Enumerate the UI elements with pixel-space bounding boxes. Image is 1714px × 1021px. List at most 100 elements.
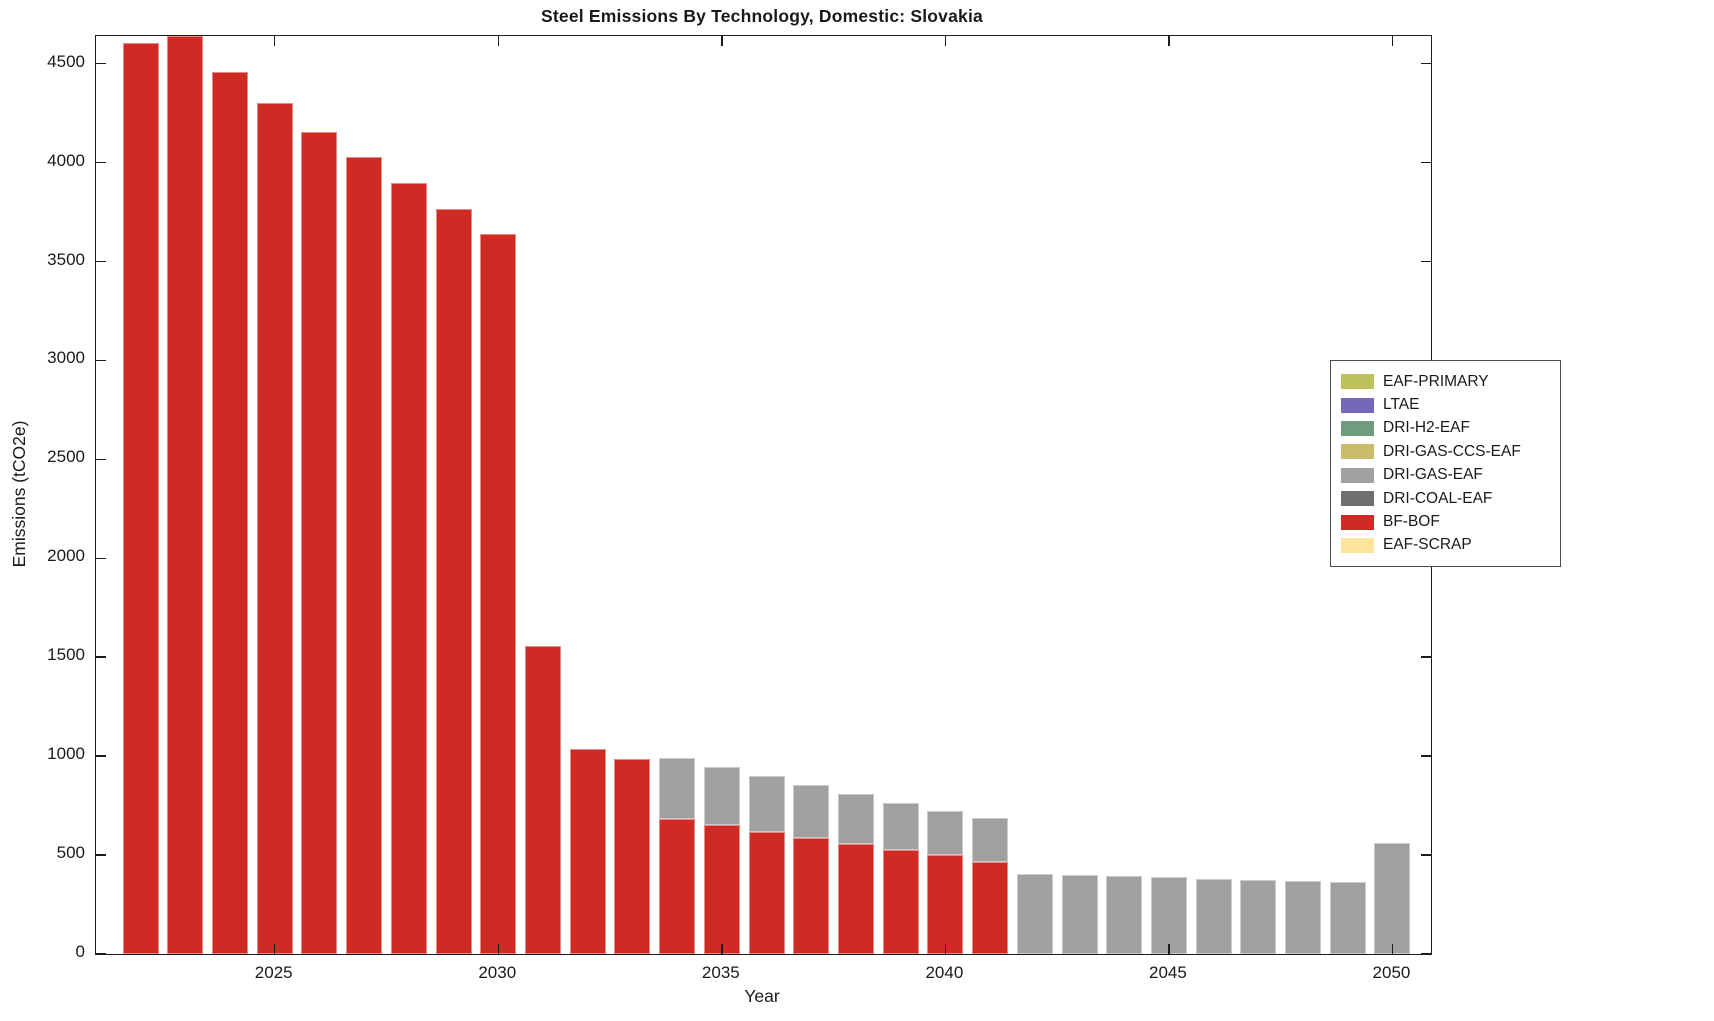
legend-item-eaf-scrap: EAF-SCRAP bbox=[1341, 534, 1550, 557]
y-tick-label: 3000 bbox=[47, 348, 85, 368]
bar-segment-bf-bof-2035 bbox=[703, 825, 740, 954]
y-axis-tick-right bbox=[1421, 656, 1431, 658]
bar-segment-bf-bof-2027 bbox=[346, 156, 383, 954]
y-axis-tick bbox=[96, 854, 106, 856]
x-axis-tick-top bbox=[944, 36, 947, 46]
y-axis-tick bbox=[96, 755, 106, 757]
bar-segment-bf-bof-2025 bbox=[256, 103, 293, 954]
bar-segment-dri-gas-eaf-2043 bbox=[1061, 875, 1098, 954]
bar-segment-bf-bof-2022 bbox=[122, 42, 159, 954]
y-axis-tick-right bbox=[1421, 755, 1431, 757]
y-axis-tick bbox=[96, 161, 106, 164]
y-axis-tick bbox=[96, 953, 106, 955]
x-axis-tick-top bbox=[1391, 36, 1394, 46]
y-axis-tick-right bbox=[1421, 854, 1431, 856]
y-tick-label: 500 bbox=[56, 843, 85, 863]
legend-label: EAF-SCRAP bbox=[1383, 536, 1472, 554]
bar-segment-bf-bof-2036 bbox=[748, 831, 785, 954]
y-tick-label: 4500 bbox=[47, 51, 85, 71]
legend-swatch bbox=[1341, 397, 1374, 413]
bar-segment-bf-bof-2029 bbox=[435, 209, 472, 954]
x-tick-label: 2045 bbox=[1149, 963, 1187, 982]
bar-segment-bf-bof-2032 bbox=[569, 749, 606, 954]
legend-label: EAF-PRIMARY bbox=[1383, 372, 1489, 390]
legend: EAF-PRIMARY LTAE DRI-H2-EAF DRI-GAS-CCS-EAF… bbox=[1330, 360, 1561, 568]
x-axis-tick bbox=[721, 944, 723, 954]
y-axis-tick bbox=[96, 359, 106, 362]
bar-segment-dri-gas-eaf-2039 bbox=[882, 802, 919, 850]
y-axis-tick bbox=[96, 458, 106, 461]
y-tick-label: 1500 bbox=[47, 645, 85, 665]
legend-swatch bbox=[1341, 444, 1374, 460]
legend-swatch bbox=[1341, 374, 1374, 390]
x-axis-tick-top bbox=[1168, 36, 1170, 46]
bar-segment-dri-gas-eaf-2037 bbox=[793, 785, 830, 838]
x-axis-tick bbox=[497, 944, 500, 954]
bar-segment-bf-bof-2028 bbox=[390, 183, 427, 954]
bar-segment-dri-gas-eaf-2036 bbox=[748, 776, 785, 832]
x-axis-tick-top bbox=[273, 36, 276, 46]
x-axis-tick-top bbox=[497, 36, 500, 46]
bar-segment-dri-gas-eaf-2046 bbox=[1195, 878, 1232, 954]
y-axis-label: Emissions (tCO2e) bbox=[9, 420, 29, 568]
bar-segment-bf-bof-2041 bbox=[972, 862, 1009, 954]
legend-item-dri-gas-eaf: DRI-GAS-EAF bbox=[1341, 464, 1550, 487]
legend-item-bf-bof: BF-BOF bbox=[1341, 510, 1550, 533]
x-axis-tick bbox=[273, 944, 276, 954]
bar-segment-bf-bof-2033 bbox=[614, 758, 651, 954]
bar-segment-dri-gas-eaf-2049 bbox=[1329, 881, 1366, 954]
bar-segment-bf-bof-2040 bbox=[927, 855, 964, 954]
y-axis-tick-right bbox=[1421, 62, 1431, 65]
x-tick-label: 2025 bbox=[254, 963, 293, 982]
y-axis-tick-right bbox=[1421, 260, 1431, 263]
y-axis-tick-right bbox=[1421, 953, 1431, 955]
legend-swatch bbox=[1341, 420, 1374, 436]
legend-label: DRI-COAL-EAF bbox=[1383, 489, 1493, 507]
legend-item-dri-h2-eaf: DRI-H2-EAF bbox=[1341, 417, 1550, 440]
y-tick-label: 4000 bbox=[47, 150, 85, 170]
legend-label: DRI-H2-EAF bbox=[1383, 419, 1470, 437]
legend-item-ltae: LTAE bbox=[1341, 393, 1550, 416]
y-tick-label: 2000 bbox=[47, 546, 85, 566]
y-tick-label: 1000 bbox=[47, 744, 85, 764]
x-tick-label: 2050 bbox=[1372, 963, 1411, 982]
chart-title: Steel Emissions By Technology, Domestic:… bbox=[541, 6, 983, 26]
bar-segment-dri-gas-eaf-2038 bbox=[837, 793, 874, 844]
bar-segment-bf-bof-2030 bbox=[480, 233, 517, 954]
bar-segment-dri-gas-eaf-2050 bbox=[1374, 843, 1411, 954]
bar-segment-dri-gas-eaf-2041 bbox=[972, 818, 1009, 862]
bar-segment-bf-bof-2038 bbox=[837, 843, 874, 954]
x-tick-label: 2030 bbox=[478, 963, 517, 982]
legend-label: LTAE bbox=[1383, 396, 1420, 414]
bar-segment-dri-gas-eaf-2047 bbox=[1240, 879, 1277, 954]
legend-swatch bbox=[1341, 467, 1374, 483]
y-axis-tick-right bbox=[1421, 161, 1431, 164]
bar-segment-bf-bof-2026 bbox=[301, 131, 338, 954]
bar-segment-bf-bof-2023 bbox=[167, 36, 204, 954]
y-axis-tick bbox=[96, 656, 106, 658]
legend-swatch bbox=[1341, 537, 1374, 553]
x-axis-tick-top bbox=[721, 36, 723, 46]
bar-segment-bf-bof-2037 bbox=[793, 837, 830, 954]
x-axis-label: Year bbox=[744, 986, 780, 1006]
legend-swatch bbox=[1341, 491, 1374, 507]
x-tick-label: 2035 bbox=[701, 963, 740, 982]
bar-segment-dri-gas-eaf-2044 bbox=[1106, 876, 1143, 954]
bar-segment-dri-gas-eaf-2042 bbox=[1016, 873, 1053, 954]
x-axis-tick bbox=[1168, 944, 1170, 954]
x-tick-label: 2040 bbox=[925, 963, 964, 982]
bar-segment-dri-gas-eaf-2035 bbox=[703, 767, 740, 826]
y-axis-tick bbox=[96, 260, 106, 263]
y-tick-label: 2500 bbox=[47, 447, 85, 467]
bar-segment-dri-gas-eaf-2048 bbox=[1285, 880, 1322, 954]
legend-label: DRI-GAS-EAF bbox=[1383, 466, 1483, 484]
plot-area bbox=[95, 35, 1432, 955]
bar-segment-dri-gas-eaf-2045 bbox=[1150, 877, 1187, 954]
legend-item-eaf-primary: EAF-PRIMARY bbox=[1341, 370, 1550, 393]
bar-segment-dri-gas-eaf-2040 bbox=[927, 810, 964, 856]
y-axis-tick bbox=[96, 557, 106, 560]
x-axis-tick bbox=[944, 944, 947, 954]
legend-label: BF-BOF bbox=[1383, 513, 1440, 531]
legend-label: DRI-GAS-CCS-EAF bbox=[1383, 442, 1521, 460]
